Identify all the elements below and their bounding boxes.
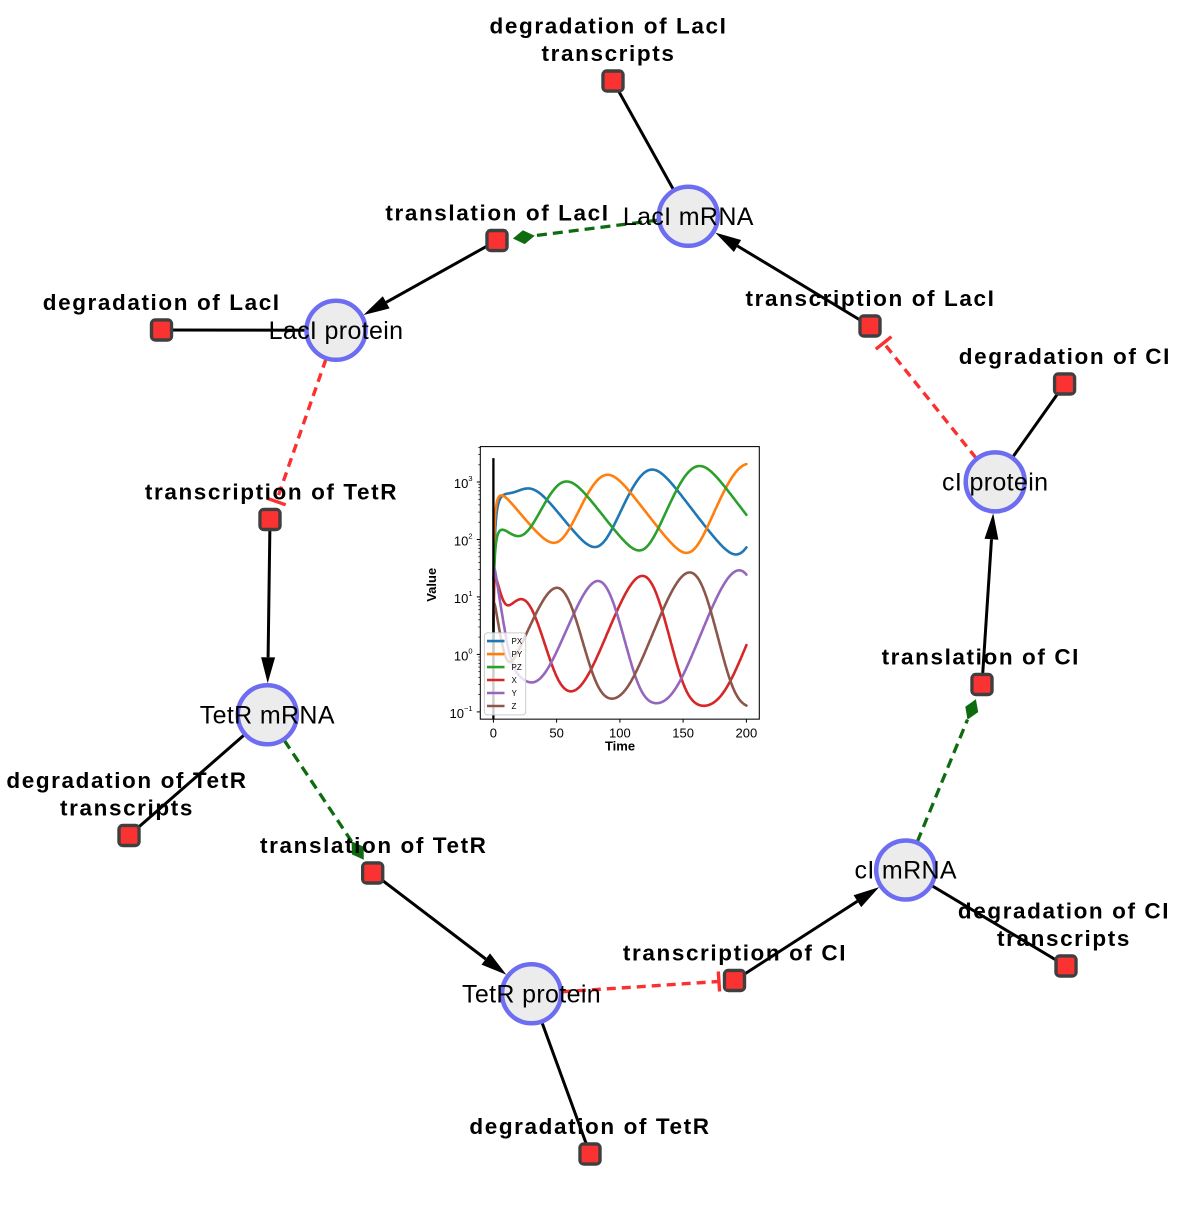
svg-text:translation of LacI: translation of LacI bbox=[385, 201, 609, 226]
svg-text:200: 200 bbox=[736, 726, 758, 741]
svg-text:transcription of LacI: transcription of LacI bbox=[746, 286, 996, 311]
svg-text:50: 50 bbox=[549, 726, 563, 741]
svg-text:translation of TetR: translation of TetR bbox=[260, 833, 487, 858]
svg-text:degradation of LacI: degradation of LacI bbox=[490, 14, 728, 39]
svg-text:degradation of LacI: degradation of LacI bbox=[43, 290, 281, 315]
svg-text:150: 150 bbox=[672, 726, 694, 741]
svg-text:LacI protein: LacI protein bbox=[269, 317, 404, 345]
svg-text:transcripts: transcripts bbox=[542, 41, 676, 66]
svg-text:Z: Z bbox=[512, 702, 517, 711]
svg-text:X: X bbox=[512, 676, 518, 685]
svg-text:PY: PY bbox=[512, 650, 523, 659]
svg-text:transcription of TetR: transcription of TetR bbox=[145, 480, 398, 505]
svg-text:Value: Value bbox=[424, 568, 439, 602]
svg-text:degradation of TetR: degradation of TetR bbox=[6, 768, 247, 793]
svg-text:Y: Y bbox=[512, 689, 518, 698]
svg-text:degradation of CI: degradation of CI bbox=[959, 344, 1171, 369]
svg-text:TetR protein: TetR protein bbox=[462, 980, 601, 1008]
svg-text:cI protein: cI protein bbox=[942, 469, 1048, 497]
svg-text:0: 0 bbox=[490, 726, 497, 741]
svg-text:Time: Time bbox=[605, 738, 635, 753]
svg-text:transcripts: transcripts bbox=[997, 926, 1131, 951]
svg-text:LacI mRNA: LacI mRNA bbox=[623, 203, 754, 231]
svg-text:cI mRNA: cI mRNA bbox=[854, 857, 956, 885]
svg-text:degradation of CI: degradation of CI bbox=[958, 899, 1170, 924]
svg-text:PX: PX bbox=[512, 637, 523, 646]
svg-text:degradation of TetR: degradation of TetR bbox=[469, 1114, 710, 1139]
svg-text:PZ: PZ bbox=[512, 663, 522, 672]
svg-text:transcription of CI: transcription of CI bbox=[623, 941, 847, 966]
svg-text:translation of CI: translation of CI bbox=[882, 645, 1080, 670]
svg-text:TetR mRNA: TetR mRNA bbox=[200, 701, 335, 729]
svg-text:transcripts: transcripts bbox=[60, 796, 194, 821]
